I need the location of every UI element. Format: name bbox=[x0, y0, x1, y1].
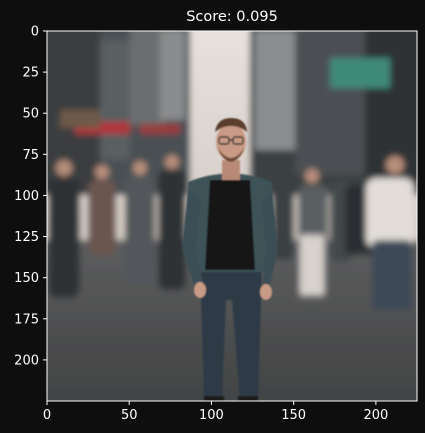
y-tick-label: 75 bbox=[22, 148, 39, 163]
y-tick-label: 100 bbox=[14, 189, 39, 204]
sign-teal bbox=[330, 58, 390, 88]
y-tick-label: 150 bbox=[14, 271, 39, 286]
y-tick-label: 125 bbox=[14, 230, 39, 245]
face bbox=[216, 123, 246, 161]
axes-frame bbox=[46, 30, 418, 402]
y-tick-label: 25 bbox=[22, 66, 39, 81]
shirt bbox=[205, 180, 255, 270]
glasses bbox=[218, 136, 244, 145]
y-tick-label: 0 bbox=[31, 25, 39, 40]
jeans bbox=[200, 265, 262, 400]
y-tick-label: 200 bbox=[14, 353, 39, 368]
y-tick-label: 175 bbox=[14, 312, 39, 327]
street-photo bbox=[47, 31, 417, 401]
x-axis: 0 50 100 150 200 bbox=[43, 401, 388, 423]
figure-title: Score: 0.095 bbox=[186, 9, 278, 25]
y-axis: 0 25 50 75 100 125 150 175 200 bbox=[14, 25, 47, 368]
y-tick-label: 50 bbox=[22, 107, 39, 122]
main-person bbox=[182, 118, 278, 401]
x-tick-label: 100 bbox=[199, 408, 224, 423]
x-tick-label: 150 bbox=[281, 408, 306, 423]
crowd bbox=[48, 170, 414, 310]
x-tick-label: 200 bbox=[363, 408, 388, 423]
x-tick-label: 0 bbox=[43, 408, 51, 423]
x-tick-label: 50 bbox=[121, 408, 138, 423]
